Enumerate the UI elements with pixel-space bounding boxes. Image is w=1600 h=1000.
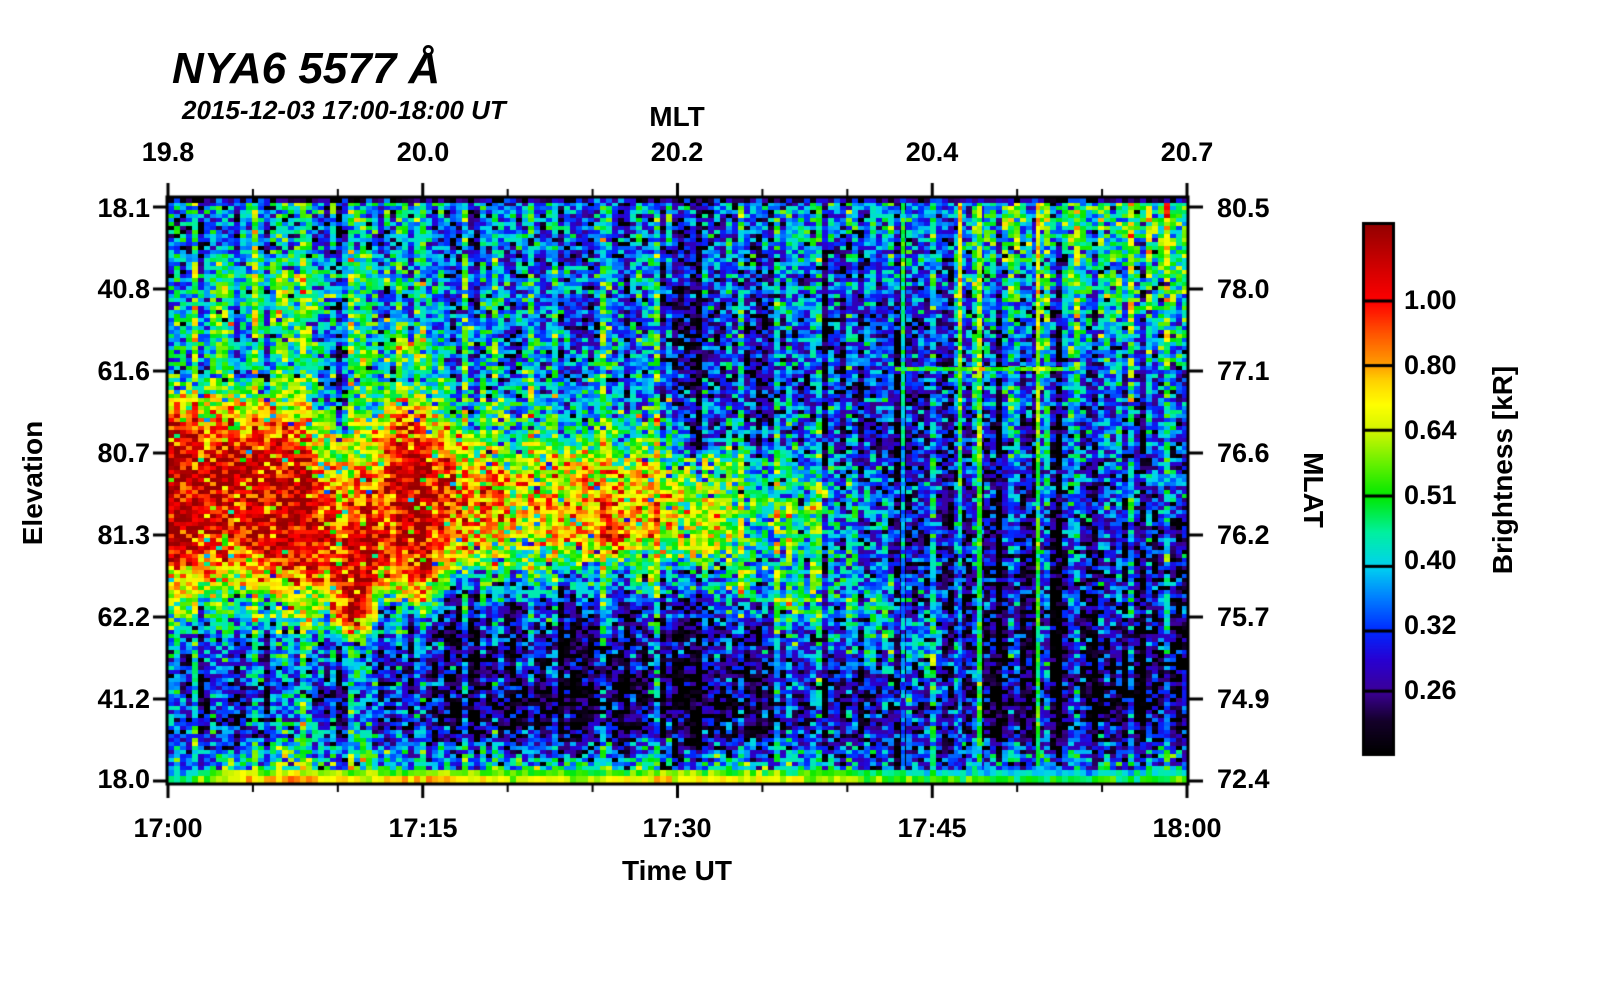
y-axis-tick-label: 18.1: [97, 193, 150, 223]
right-axis-tick-label: 76.2: [1217, 520, 1270, 550]
y-axis-tick-label: 18.0: [97, 764, 150, 794]
colorbar-tick-label: 0.40: [1404, 545, 1457, 575]
x-axis-tick-label: 17:00: [133, 813, 203, 843]
colorbar-tick-label: 0.80: [1404, 350, 1457, 380]
top-axis-title: MLT: [649, 101, 705, 132]
top-axis-tick-label: 20.4: [905, 137, 959, 167]
right-axis-tick-label: 77.1: [1217, 356, 1270, 386]
right-axis-tick-label: 75.7: [1217, 602, 1270, 632]
colorbar-title: Brightness [kR]: [1487, 365, 1518, 575]
top-axis-tick-label: 20.2: [650, 137, 704, 167]
figure-title: NYA6 5577 Å: [172, 44, 441, 93]
top-axis-tick-label: 20.0: [396, 137, 450, 167]
right-axis-tick-label: 72.4: [1217, 764, 1270, 794]
y-axis-tick-label: 81.3: [97, 520, 150, 550]
colorbar-tick-label: 0.51: [1404, 480, 1457, 510]
colorbar-tick-label: 1.00: [1404, 285, 1457, 315]
x-axis-tick-label: 17:15: [388, 813, 458, 843]
x-axis-title: Time UT: [622, 855, 732, 886]
y-axis-tick-label: 41.2: [97, 684, 150, 714]
colorbar-tick-label: 0.32: [1404, 610, 1457, 640]
x-axis-tick-label: 18:00: [1152, 813, 1222, 843]
y-axis-tick-label: 62.2: [97, 602, 150, 632]
figure-subtitle: 2015-12-03 17:00-18:00 UT: [182, 95, 506, 125]
right-axis-title: MLAT: [1298, 452, 1329, 528]
y-axis-title: Elevation: [17, 420, 48, 546]
x-axis-tick-label: 17:45: [897, 813, 967, 843]
x-axis-tick-label: 17:30: [642, 813, 712, 843]
right-axis-tick-label: 74.9: [1217, 684, 1270, 714]
y-axis-tick-label: 80.7: [97, 438, 150, 468]
right-axis-tick-label: 80.5: [1217, 193, 1270, 223]
top-axis-tick-label: 19.8: [141, 137, 195, 167]
y-axis-tick-label: 61.6: [97, 356, 150, 386]
colorbar-tick-label: 0.26: [1404, 675, 1457, 705]
right-axis-tick-label: 78.0: [1217, 274, 1270, 304]
colorbar-tick-label: 0.64: [1404, 415, 1457, 445]
right-axis-tick-label: 76.6: [1217, 438, 1270, 468]
y-axis-tick-label: 40.8: [97, 274, 150, 304]
top-axis-tick-label: 20.7: [1160, 137, 1214, 167]
